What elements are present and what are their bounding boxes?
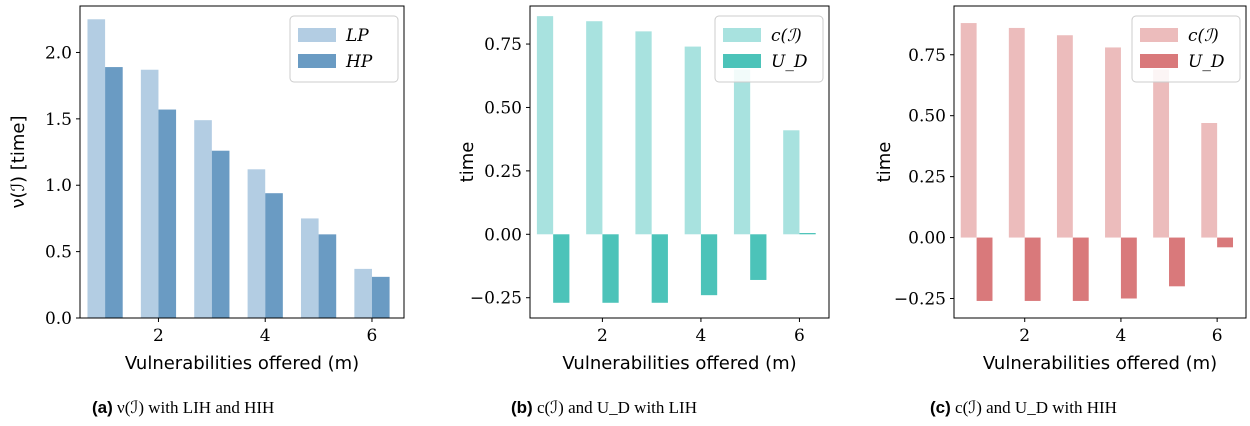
bar-second-series-5: [750, 234, 767, 280]
y-tick-label: 2.0: [45, 43, 72, 63]
x-axis-label: Vulnerabilities offered (m): [562, 353, 796, 374]
y-axis-label: time: [874, 142, 895, 183]
figure-a: 0.0 0.5 1.0 1.5 2.0 2 4 6 Vulnerabilities offere…: [0, 0, 416, 426]
bar-second-series-2: [158, 109, 177, 318]
legend-label: U_D: [1188, 52, 1225, 72]
x-tick-label: 4: [1116, 326, 1127, 346]
bar-second-series-4: [700, 234, 718, 296]
bar-second-series-3: [211, 150, 230, 318]
bar-first-series-5: [733, 69, 751, 235]
legend-label: HP: [345, 52, 373, 72]
bar-second-series-5: [1169, 237, 1185, 287]
legend-label: c(ℐ): [771, 26, 802, 46]
y-tick-label: 0.25: [484, 162, 522, 182]
bar-second-series-1: [553, 234, 570, 303]
bar-first-series-4: [1105, 47, 1121, 238]
legend-box: [289, 15, 399, 83]
caption-c: (c) c(ℐ) and U_D with HIH: [930, 398, 1117, 418]
bar-second-series-3: [1072, 237, 1089, 301]
bar-second-series-5: [318, 234, 337, 318]
x-tick-label: 6: [1212, 326, 1223, 346]
x-tick-label: 6: [794, 326, 805, 346]
caption-c-text: c(ℐ) and U_D with HIH: [955, 398, 1117, 417]
y-axis-label: ν(ℐ) [time]: [8, 116, 29, 209]
legend-label: LP: [345, 26, 369, 46]
x-axis-label: Vulnerabilities offered (m): [125, 353, 359, 374]
bar-first-series-3: [635, 31, 652, 235]
y-tick-label: 0.25: [908, 168, 946, 188]
chart-b: −0.25 0.00 0.25 0.50 0.75 2 4 6 Vulnerabilities …: [457, 5, 830, 374]
y-tick-label: −0.25: [894, 290, 946, 310]
bar-second-series-3: [651, 234, 668, 303]
x-tick-label: 2: [597, 326, 608, 346]
x-tick-label: 2: [153, 326, 164, 346]
figure-b: −0.25 0.00 0.25 0.50 0.75 2 4 6 Vulnerabilities …: [417, 0, 833, 426]
y-tick-label: 1.0: [45, 176, 72, 196]
bar-first-series-2: [140, 69, 159, 318]
legend-box: [1131, 15, 1241, 83]
bar-second-series-2: [602, 234, 619, 303]
y-tick-label: 0.75: [908, 46, 946, 66]
x-axis-label: Vulnerabilities offered (m): [983, 353, 1217, 374]
plot-frame: [529, 5, 830, 319]
bar-first-series-5: [1153, 69, 1170, 238]
y-tick-label: 0.50: [908, 107, 946, 127]
plot-frame: [79, 5, 405, 319]
legend-swatch: [723, 54, 761, 68]
bar-second-series-2: [1024, 237, 1041, 301]
bar-second-series-6: [1217, 237, 1234, 248]
bar-second-series-4: [1120, 237, 1137, 299]
caption-b-tag: (b): [511, 398, 533, 417]
bar-first-series-6: [354, 268, 372, 318]
bar-first-series-4: [247, 169, 266, 318]
y-tick-label: 1.5: [45, 110, 72, 130]
x-tick-label: 4: [696, 326, 707, 346]
y-tick-label: −0.25: [470, 289, 522, 309]
legend-swatch: [298, 54, 336, 68]
bar-first-series-1: [536, 16, 554, 235]
bar-first-series-5: [300, 218, 319, 318]
chart-c: −0.25 0.00 0.25 0.50 0.75 2 4 6 Vulnerabilities …: [874, 5, 1247, 374]
bar-first-series-3: [194, 120, 212, 318]
bar-second-series-6: [799, 233, 816, 235]
y-tick-label: 0.5: [45, 243, 72, 263]
bar-second-series-6: [371, 276, 390, 318]
caption-a-text: ν(ℐ) with LIH and HIH: [117, 398, 275, 417]
y-axis-label: time: [457, 142, 478, 183]
legend-swatch: [1140, 54, 1178, 68]
caption-b: (b) c(ℐ) and U_D with LIH: [511, 398, 697, 418]
y-tick-label: 0.00: [484, 225, 522, 245]
x-tick-label: 2: [1019, 326, 1030, 346]
legend-swatch: [1140, 28, 1178, 42]
bar-first-series-6: [783, 130, 800, 235]
legend-swatch: [723, 28, 761, 42]
legend-box: [714, 15, 824, 83]
x-tick-label: 4: [260, 326, 271, 346]
y-tick-label: 0.00: [908, 229, 946, 249]
bar-second-series-1: [105, 67, 123, 318]
y-tick-label: 0.50: [484, 98, 522, 118]
figure-c: −0.25 0.00 0.25 0.50 0.75 2 4 6 Vulnerabilities …: [834, 0, 1250, 426]
caption-b-text: c(ℐ) and U_D with LIH: [536, 398, 697, 417]
bar-first-series-3: [1056, 35, 1073, 238]
legend-label: c(ℐ): [1188, 26, 1219, 46]
caption-a: (a) ν(ℐ) with LIH and HIH: [92, 398, 274, 418]
legend-label: U_D: [771, 52, 808, 72]
y-tick-label: 0.0: [45, 309, 72, 329]
bar-first-series-6: [1201, 123, 1218, 238]
bar-first-series-1: [960, 23, 977, 238]
bar-first-series-1: [87, 19, 106, 318]
caption-c-tag: (c): [930, 398, 951, 417]
chart-a: 0.0 0.5 1.0 1.5 2.0 2 4 6 Vulnerabilities offere…: [8, 5, 405, 374]
bar-second-series-1: [976, 237, 993, 301]
bar-first-series-4: [684, 46, 701, 235]
x-tick-label: 6: [367, 326, 378, 346]
caption-a-tag: (a): [92, 398, 113, 417]
bar-first-series-2: [586, 21, 603, 235]
bar-first-series-2: [1008, 27, 1025, 238]
legend-swatch: [298, 28, 336, 42]
y-tick-label: 0.75: [484, 35, 522, 55]
plot-frame: [953, 5, 1247, 319]
bar-second-series-4: [265, 193, 283, 318]
